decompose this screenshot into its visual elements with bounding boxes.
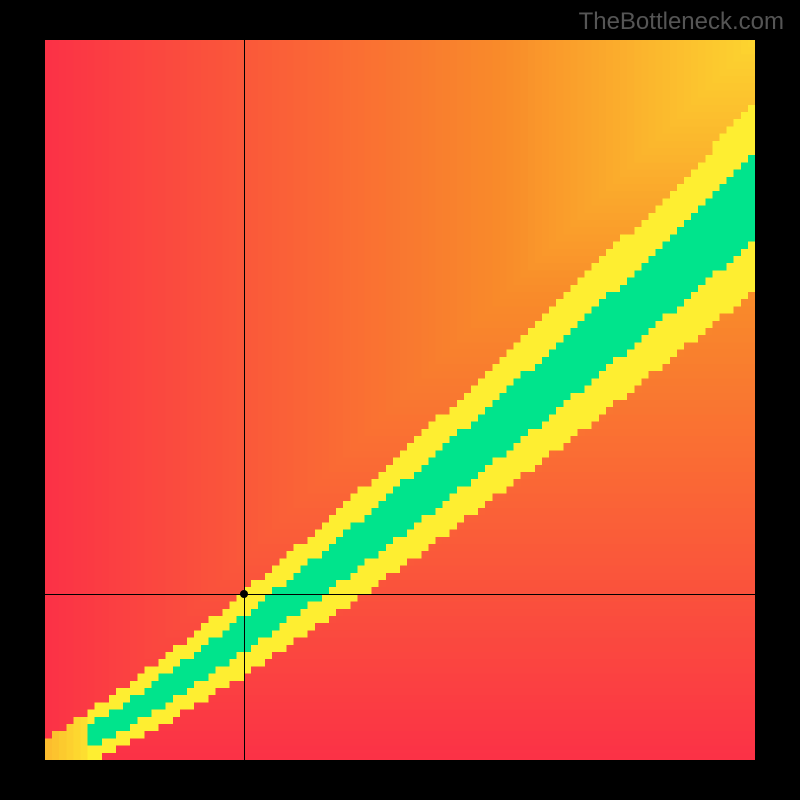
crosshair-marker: [240, 590, 248, 598]
crosshair-horizontal: [45, 594, 755, 595]
crosshair-vertical: [244, 40, 245, 760]
watermark: TheBottleneck.com: [579, 8, 784, 36]
heatmap-canvas: [45, 40, 755, 760]
heatmap-plot: [45, 40, 755, 760]
